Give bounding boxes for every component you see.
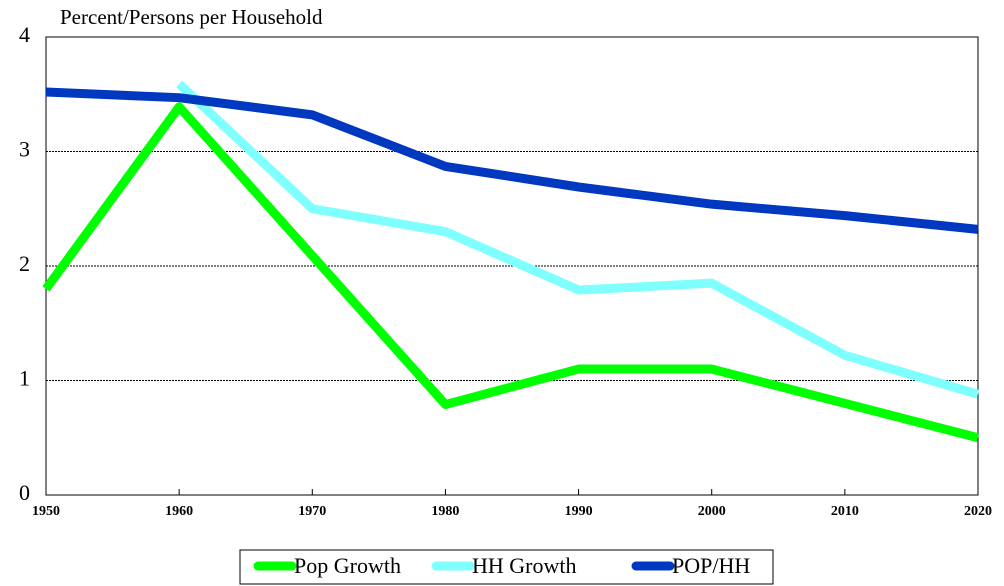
x-tick-label: 1960 [165,504,193,519]
x-tick-label: 1990 [565,504,593,519]
x-tick-label: 2010 [831,504,859,519]
y-tick-label: 2 [19,251,30,276]
y-tick-label: 3 [19,137,30,162]
x-tick-label: 2000 [698,504,726,519]
y-tick-label: 4 [19,22,30,47]
series-line [176,80,980,399]
series-line [45,87,979,234]
x-tick-label: 1980 [431,504,459,519]
chart-title: Percent/Persons per Household [60,5,323,29]
x-tick-label: 1970 [298,504,326,519]
y-tick-label: 1 [19,366,30,391]
y-tick-label: 0 [19,480,30,505]
legend-label: Pop Growth [294,553,401,578]
series-line [42,102,980,443]
x-tick-label: 2020 [964,504,992,519]
legend-box [239,549,774,585]
legend-label: HH Growth [472,553,577,578]
x-tick-label: 1950 [32,504,60,519]
legend-label: POP/HH [672,553,750,578]
